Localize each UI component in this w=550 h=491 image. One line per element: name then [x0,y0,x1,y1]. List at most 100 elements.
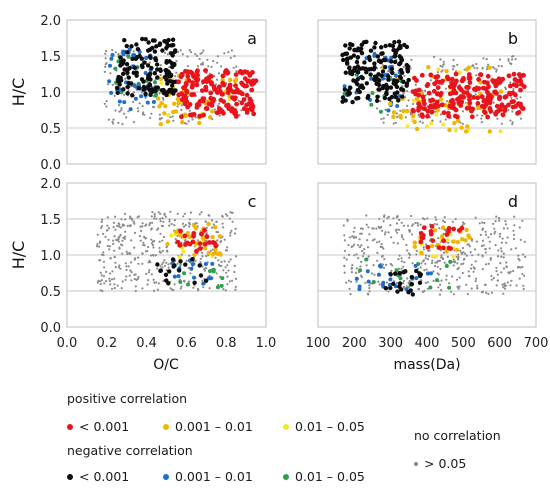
data-point-none [476,287,479,290]
data-point-neg-high [192,280,197,285]
data-point-none [400,234,403,237]
data-point-none [183,212,186,215]
data-point-none [496,255,500,258]
data-point-none [496,117,499,120]
data-point-none [482,244,485,247]
data-point-none [502,267,506,270]
data-point-pos-high [461,90,467,95]
data-point-pos-high [194,248,199,254]
data-point-none [379,226,383,229]
data-point-neg-high [116,75,121,80]
data-point-none [158,113,161,116]
data-point-none [369,282,372,285]
data-point-none [216,239,219,242]
data-point-none [214,256,217,259]
data-point-none [146,283,149,286]
data-point-none [469,267,473,270]
data-point-none [351,235,354,238]
data-point-neg-high [163,272,169,277]
data-point-neg-high [393,94,399,100]
data-point-none [210,65,213,68]
data-point-neg-high [158,68,163,74]
data-point-none [475,277,478,280]
data-point-neg-high [397,271,402,276]
data-point-none [104,280,108,283]
legend-item-label: 0.001 – 0.01 [175,469,253,484]
data-point-none [378,240,381,243]
data-point-neg-mid [389,55,394,60]
data-point-none [109,283,112,286]
data-point-pos-high [191,112,197,117]
data-point-none [105,105,108,108]
data-point-none [228,280,231,283]
data-point-pos-mid [464,227,469,233]
data-point-pos-high [197,99,203,104]
data-point-none [103,102,106,105]
data-point-neg-mid [144,56,149,60]
data-point-none [120,107,123,110]
data-point-neg-mid [366,279,371,284]
data-point-pos-high [239,80,245,86]
data-point-none [495,68,498,71]
data-point-neg-high [417,280,423,285]
data-point-none [189,272,192,275]
data-point-none [168,220,171,223]
data-point-none [141,222,144,225]
data-point-none [104,57,107,60]
data-point-none [158,246,161,250]
panel-a-letter: a [247,29,257,48]
data-point-pos-low [436,67,441,72]
data-point-none [231,220,234,223]
data-point-pos-mid [206,221,211,227]
data-point-pos-mid [432,228,438,233]
data-point-pos-high [230,95,235,101]
data-point-pos-high [440,78,445,84]
data-point-neg-high [405,66,410,72]
data-point-none [234,227,237,230]
data-point-pos-high [219,109,225,114]
data-point-none [347,243,350,247]
data-point-none [505,266,508,269]
data-point-none [107,83,110,86]
data-point-pos-high [183,242,188,247]
data-point-none [200,211,203,214]
data-point-neg-high [362,60,367,65]
data-point-none [480,117,483,120]
data-point-pos-mid [412,244,417,249]
data-point-none [152,278,155,281]
data-point-neg-high [398,67,404,73]
data-point-pos-high [499,102,505,108]
data-point-neg-high [386,77,391,82]
data-point-none [101,289,104,293]
data-point-pos-high [435,74,441,79]
data-point-none [100,225,104,228]
data-point-none [176,105,179,108]
data-point-none [511,123,514,126]
data-point-none [223,238,226,241]
data-point-none [431,259,434,262]
data-point-none [451,68,455,71]
data-point-neg-mid [128,107,133,112]
data-point-neg-high [393,271,398,276]
data-point-pos-high [445,76,451,82]
data-point-none [353,254,356,257]
data-point-pos-high [432,81,438,87]
data-point-neg-mid [172,274,177,279]
data-point-pos-mid [192,223,197,228]
data-point-none [502,292,505,295]
data-point-none [432,270,435,273]
data-point-none [424,89,427,92]
data-point-pos-mid [185,231,190,236]
data-point-none [167,263,170,266]
data-point-none [188,109,192,112]
data-point-neg-mid [192,275,196,280]
data-point-pos-high [449,76,455,82]
data-point-none [402,238,405,241]
data-point-neg-high [169,73,174,78]
data-point-pos-high [513,92,518,98]
data-point-neg-mid [109,90,114,95]
data-point-pos-high [203,84,209,90]
data-point-pos-high [419,72,425,78]
data-point-none [105,62,108,65]
data-point-neg-high [168,79,173,84]
